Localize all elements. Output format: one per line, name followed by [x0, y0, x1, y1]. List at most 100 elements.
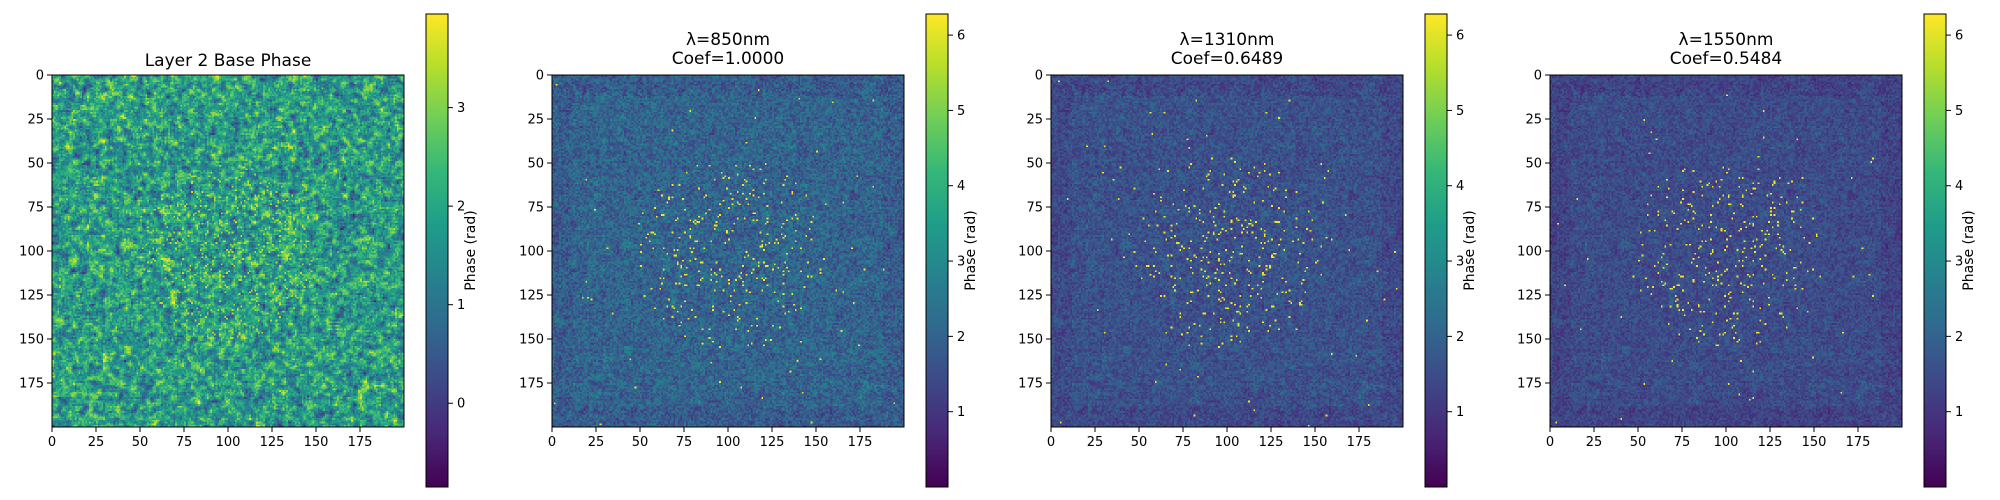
y-tick-label: 25: [1026, 113, 1043, 128]
x-tick-label: 25: [1087, 435, 1104, 450]
y-tick-label: 75: [1026, 201, 1043, 216]
colorbar-gradient: [926, 14, 948, 487]
x-tick-label: 100: [216, 435, 241, 450]
panel-title: λ=1550nm: [1679, 30, 1774, 50]
x-tick-label: 100: [716, 435, 741, 450]
x-tick-label: 150: [1802, 435, 1827, 450]
y-tick-label: 100: [1018, 245, 1043, 260]
y-tick-label: 150: [1018, 333, 1043, 348]
y-tick-label: 25: [27, 113, 44, 128]
colorbar-tick-label: 2: [1955, 330, 1963, 345]
y-tick-label: 0: [1035, 69, 1043, 84]
y-tick-label: 75: [27, 201, 44, 216]
panel-title: Coef=0.6489: [1171, 49, 1283, 69]
x-tick-label: 175: [348, 435, 373, 450]
colorbar-tick-label: 4: [1955, 179, 1963, 194]
y-tick-label: 175: [519, 377, 544, 392]
y-tick-label: 0: [1534, 69, 1542, 84]
x-tick-label: 125: [260, 435, 285, 450]
y-tick-label: 175: [1517, 377, 1542, 392]
y-tick-label: 0: [536, 69, 544, 84]
x-tick-label: 150: [304, 435, 329, 450]
colorbar-tick-label: 1: [457, 298, 465, 313]
x-tick-label: 25: [1586, 435, 1603, 450]
colorbar-gradient: [426, 14, 448, 487]
x-tick-label: 25: [88, 435, 105, 450]
colorbar-gradient: [1425, 14, 1447, 487]
x-tick-label: 75: [1175, 435, 1192, 450]
panel-title: λ=1310nm: [1180, 30, 1275, 50]
colorbar-tick-label: 4: [957, 179, 965, 194]
y-tick-label: 150: [1517, 333, 1542, 348]
colorbar-tick-label: 0: [457, 397, 465, 412]
colorbar-tick-label: 5: [957, 104, 965, 119]
x-tick-label: 125: [1758, 435, 1783, 450]
x-tick-label: 50: [1630, 435, 1647, 450]
colorbar-label: Phase (rad): [1462, 210, 1478, 290]
x-tick-label: 75: [1674, 435, 1691, 450]
x-tick-label: 175: [1347, 435, 1372, 450]
y-tick-label: 100: [1517, 245, 1542, 260]
heatmap-image: [1051, 75, 1403, 427]
x-tick-label: 175: [848, 435, 873, 450]
colorbar-tick-label: 6: [1955, 29, 1963, 44]
y-tick-label: 175: [1018, 377, 1043, 392]
colorbar-tick-label: 3: [957, 255, 965, 270]
colorbar-label: Phase (rad): [1961, 210, 1977, 290]
y-tick-label: 125: [1517, 289, 1542, 304]
y-tick-label: 100: [519, 245, 544, 260]
colorbar-tick-label: 2: [1456, 330, 1464, 345]
y-tick-label: 50: [27, 157, 44, 172]
heatmap-image: [52, 75, 404, 427]
panel-title: Layer 2 Base Phase: [145, 51, 312, 71]
x-tick-label: 50: [132, 435, 149, 450]
colorbar-tick-label: 6: [1456, 29, 1464, 44]
y-tick-label: 125: [519, 289, 544, 304]
x-tick-label: 0: [548, 435, 556, 450]
y-tick-label: 125: [1018, 289, 1043, 304]
heatmap-image: [552, 75, 904, 427]
colorbar-frame: [925, 13, 949, 488]
y-tick-label: 50: [1026, 157, 1043, 172]
x-tick-label: 75: [676, 435, 693, 450]
panel-title: Coef=0.5484: [1670, 49, 1782, 69]
panel-title: Coef=1.0000: [672, 49, 784, 69]
x-tick-label: 0: [1047, 435, 1055, 450]
colorbar-tick-label: 4: [1456, 179, 1464, 194]
colorbar-frame: [1923, 13, 1947, 488]
colorbar-tick-label: 6: [957, 29, 965, 44]
y-tick-label: 150: [519, 333, 544, 348]
colorbar-tick-label: 5: [1456, 104, 1464, 119]
colorbar-label: Phase (rad): [463, 210, 479, 290]
x-tick-label: 50: [632, 435, 649, 450]
colorbar-frame: [1424, 13, 1448, 488]
x-tick-label: 0: [48, 435, 56, 450]
x-tick-label: 25: [588, 435, 605, 450]
y-tick-label: 125: [19, 289, 44, 304]
x-tick-label: 0: [1546, 435, 1554, 450]
colorbar-gradient: [1924, 14, 1946, 487]
colorbar-tick-label: 3: [1456, 255, 1464, 270]
x-tick-label: 50: [1131, 435, 1148, 450]
y-tick-label: 25: [527, 113, 544, 128]
y-tick-label: 75: [1525, 201, 1542, 216]
y-tick-label: 75: [527, 201, 544, 216]
y-tick-label: 50: [1525, 157, 1542, 172]
y-tick-label: 25: [1525, 113, 1542, 128]
colorbar-tick-label: 3: [1955, 255, 1963, 270]
colorbar-tick-label: 5: [1955, 104, 1963, 119]
y-tick-label: 50: [527, 157, 544, 172]
x-tick-label: 75: [176, 435, 193, 450]
colorbar-tick-label: 2: [957, 330, 965, 345]
colorbar-frame: [425, 13, 449, 488]
colorbar-tick-label: 1: [1955, 405, 1963, 420]
x-tick-label: 150: [804, 435, 829, 450]
colorbar-tick-label: 2: [457, 200, 465, 215]
colorbar-tick-label: 1: [1456, 405, 1464, 420]
colorbar-label: Phase (rad): [963, 210, 979, 290]
panel-title: λ=850nm: [686, 30, 770, 50]
